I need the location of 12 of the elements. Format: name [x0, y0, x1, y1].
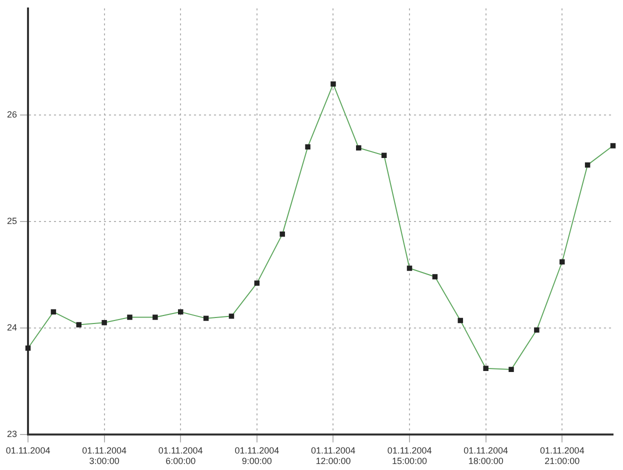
x-tick-label: 01.11.2004 3:00:00	[82, 445, 127, 466]
y-tick-label: 23	[6, 428, 18, 439]
x-tick-label: 01.11.2004 6:00:00	[158, 445, 203, 466]
x-tick-label: 01.11.2004	[6, 445, 50, 456]
x-tick-label: 01.11.2004 21:00:00	[540, 445, 584, 466]
x-tick-label: 01.11.2004 9:00:00	[234, 445, 280, 466]
x-tick-label: 01.11.2004 18:00:00	[464, 445, 508, 466]
y-tick-label: 26	[6, 109, 18, 120]
x-tick-label: 01.11.2004 12:00:00	[311, 445, 356, 466]
y-tick-label: 25	[6, 216, 18, 226]
x-tick-label: 01.11.2004 15:00:00	[387, 445, 432, 466]
y-tick-label: 24	[6, 322, 18, 332]
